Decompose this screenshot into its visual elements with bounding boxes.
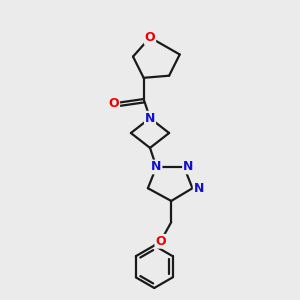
Text: N: N — [183, 160, 194, 173]
Text: O: O — [145, 31, 155, 44]
Text: N: N — [145, 112, 155, 125]
Text: O: O — [155, 235, 166, 248]
Text: N: N — [151, 160, 162, 173]
Text: O: O — [109, 97, 119, 110]
Text: N: N — [194, 182, 204, 195]
